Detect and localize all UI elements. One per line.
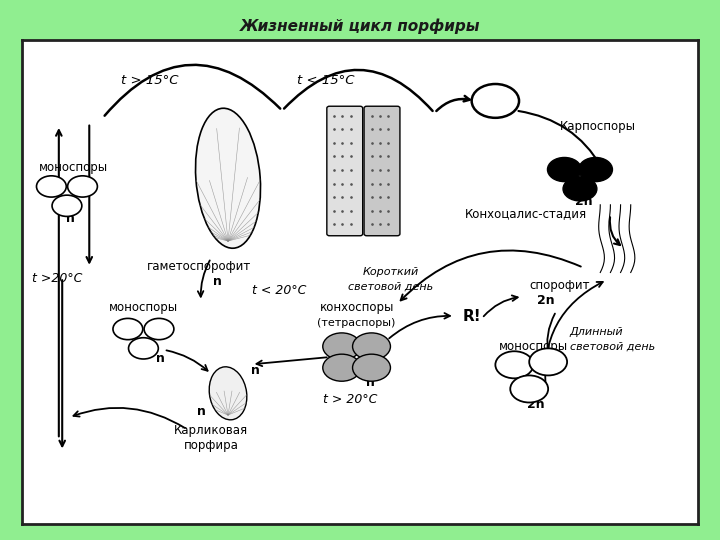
FancyBboxPatch shape [364,106,400,236]
Circle shape [323,333,361,360]
Text: спорофит: спорофит [529,279,590,292]
Text: 2n: 2n [575,195,592,208]
Text: Карпоспоры: Карпоспоры [559,120,636,133]
Text: моноспоры: моноспоры [499,340,568,353]
Text: R!: R! [462,309,481,324]
Text: порфира: порфира [184,439,238,452]
Text: t > 15°C: t > 15°C [122,74,179,87]
Text: t > 20°C: t > 20°C [323,393,377,406]
Circle shape [52,195,82,217]
Circle shape [579,158,613,181]
Text: Длинный: Длинный [570,327,624,338]
Text: Жизненный цикл порфиры: Жизненный цикл порфиры [240,19,480,35]
Text: моноспоры: моноспоры [39,161,108,174]
Circle shape [529,348,567,375]
Text: 2n: 2n [527,398,545,411]
Circle shape [353,354,390,381]
Circle shape [68,176,97,197]
Text: гаметоспорофит: гаметоспорофит [147,260,251,273]
Circle shape [472,84,519,118]
Text: конхоспоры: конхоспоры [320,301,394,314]
FancyBboxPatch shape [327,106,363,236]
Text: n: n [366,376,374,389]
Text: n: n [66,212,75,225]
Circle shape [323,354,361,381]
Text: Карликовая: Карликовая [174,424,248,437]
Circle shape [495,351,534,379]
Ellipse shape [196,108,261,248]
Text: световой день: световой день [348,281,433,292]
Circle shape [353,333,390,360]
Text: t < 15°C: t < 15°C [297,74,355,87]
Circle shape [547,158,581,181]
Text: n: n [213,274,222,288]
Text: (тетраспоры): (тетраспоры) [318,318,396,328]
Circle shape [37,176,66,197]
Text: t >20°C: t >20°C [32,272,82,285]
Text: n: n [197,405,205,418]
Circle shape [510,375,548,402]
Circle shape [144,319,174,340]
Text: n: n [251,364,259,377]
Text: Конхоцалис-стадия: Конхоцалис-стадия [465,207,587,220]
Circle shape [563,177,597,201]
Text: 2n: 2n [487,94,503,107]
Text: t < 20°C: t < 20°C [252,284,306,297]
Circle shape [129,338,158,359]
Text: n: n [156,352,165,365]
Circle shape [113,319,143,340]
Ellipse shape [210,367,247,420]
Text: моноспоры: моноспоры [109,301,178,314]
Text: Короткий: Короткий [362,267,418,277]
Text: световой день: световой день [570,342,655,352]
Text: 2n: 2n [537,294,555,307]
